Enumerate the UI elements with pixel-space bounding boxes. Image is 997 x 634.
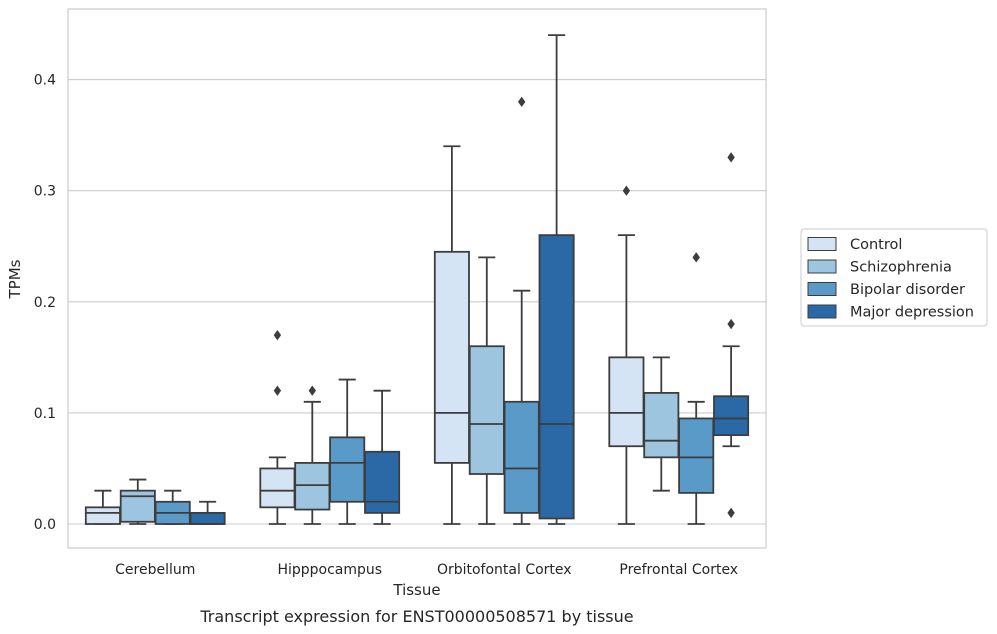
box-bipolar-disorder [503, 96, 540, 525]
y-tick-label: 0.0 [34, 517, 56, 533]
x-tick-label: Prefrontal Cortex [619, 562, 738, 578]
box-major-depression [364, 389, 401, 525]
box-bipolar-disorder [329, 378, 366, 525]
outlier-point [692, 252, 700, 263]
outlier-point [273, 329, 282, 341]
boxes [84, 34, 750, 525]
y-tick-label: 0.3 [34, 184, 56, 200]
plot-frame [67, 8, 767, 549]
iqr-box [643, 392, 680, 459]
legend-label: Schizophrenia [850, 260, 952, 276]
iqr-box [189, 511, 226, 525]
iqr-box [433, 250, 470, 464]
box-major-depression [538, 34, 575, 525]
box-major-depression [713, 152, 750, 519]
outlier-point [273, 385, 282, 396]
x-tick-label: Cerebellum [115, 562, 195, 578]
x-tick-label: Orbitofontal Cortex [437, 562, 572, 578]
box-schizophrenia [294, 385, 331, 525]
box-control [608, 185, 645, 525]
legend-frame [800, 228, 988, 327]
x-tick-labels: Cerebellum Hipppocampus Orbitofontal Corte… [115, 562, 738, 578]
iqr-box [84, 506, 121, 525]
iqr-box [713, 395, 750, 437]
box-control [433, 145, 470, 525]
box-control [84, 489, 121, 525]
iqr-box [468, 345, 505, 475]
box-control [259, 329, 296, 525]
iqr-box [608, 356, 645, 448]
y-tick-labels: 0.0 0.1 0.2 0.3 0.4 [34, 73, 56, 533]
legend-label: Major depression [850, 305, 974, 321]
x-tick-label: Hipppocampus [277, 562, 382, 578]
y-tick-label: 0.4 [34, 73, 56, 89]
legend-swatch [807, 259, 837, 274]
box-major-depression [189, 500, 226, 525]
legend-swatch [807, 282, 837, 296]
outlier-point [727, 507, 735, 519]
legend-swatch [807, 304, 837, 319]
iqr-box [538, 234, 575, 520]
legend-label: Bipolar disorder [850, 282, 965, 298]
iqr-box [364, 450, 401, 514]
outlier-point [622, 185, 631, 196]
box-schizophrenia [119, 478, 156, 525]
outlier-point [727, 318, 735, 330]
outlier-point [727, 152, 735, 163]
legend-label: Control [850, 237, 902, 253]
iqr-box [678, 417, 715, 494]
iqr-box [329, 436, 366, 503]
box-schizophrenia [468, 256, 505, 525]
y-tick-label: 0.2 [34, 295, 56, 311]
box-schizophrenia [643, 356, 680, 492]
y-tick-label: 0.1 [34, 406, 56, 422]
iqr-box [503, 400, 540, 514]
iqr-box [294, 461, 331, 511]
legend: Control Schizophrenia Bipolar disorder Majo… [800, 228, 988, 327]
box-bipolar-disorder [678, 252, 715, 525]
x-axis-label: Tissue [392, 581, 440, 599]
y-axis-label: TPMs [6, 259, 24, 299]
outlier-point [308, 385, 316, 396]
iqr-box [259, 467, 296, 509]
outlier-point [518, 96, 526, 108]
legend-swatch [807, 237, 837, 251]
box-bipolar-disorder [154, 489, 191, 525]
chart-caption: Transcript expression for ENST0000050857… [199, 607, 633, 626]
